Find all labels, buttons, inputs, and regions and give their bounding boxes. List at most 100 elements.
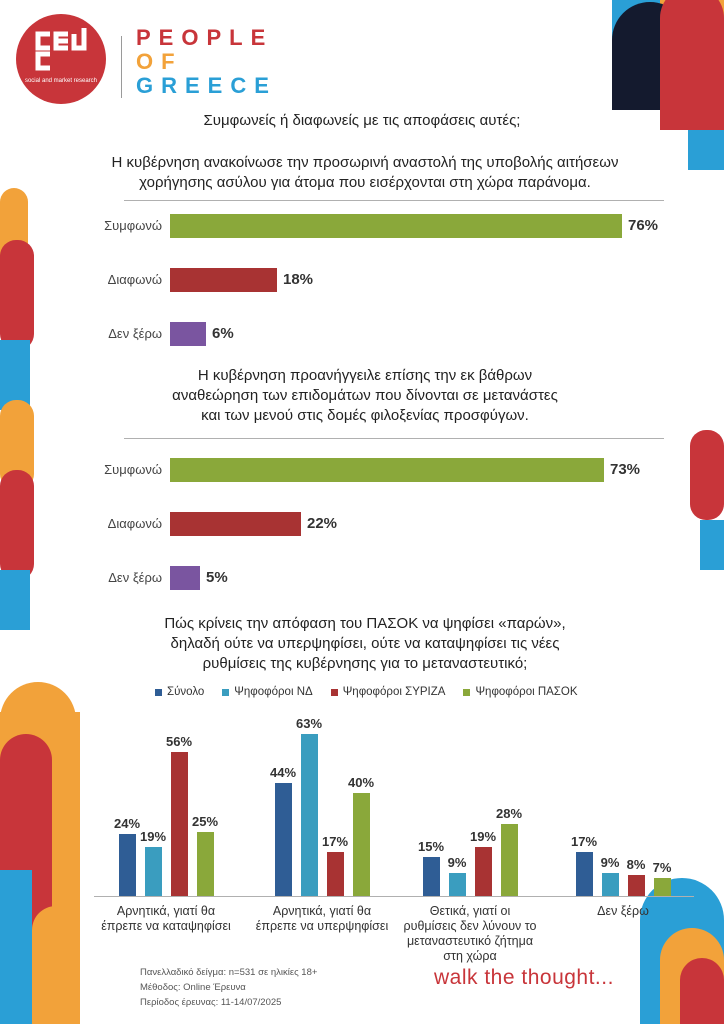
chart-3-value-label: 7% [652,860,672,875]
legend-swatch [463,688,471,696]
chart-2-category-label: Δεν ξέρω [108,570,162,585]
question-3-line-2: δηλαδή ούτε να υπερψηφίσει, ούτε να κατα… [170,635,560,652]
chart-3-baseline [94,896,694,897]
chart-3-value-label: 9% [600,855,620,870]
footer-period: Περίοδος έρευνας: 11-14/07/2025 [140,997,282,1008]
chart-3-value-label: 9% [447,855,467,870]
chart-3-category-line: ρυθμίσεις δεν λύνουν το [403,919,537,933]
legend-label: Ψηφοφόροι ΠΑΣΟΚ [475,686,578,698]
chart-1-bar [170,214,622,238]
chart-3-value-label: 56% [165,734,193,749]
question-1: Η κυβέρνηση ανακοίνωσε την προσωρινή ανα… [100,153,630,193]
chart-3-bar [627,875,645,896]
chart-3-value-label: 24% [113,816,141,831]
chart-3-category-line: Θετικά, γιατί οι [429,904,511,918]
logo-subtitle: social and market research [24,78,98,84]
question-3: Πώς κρίνεις την απόφαση του ΠΑΣΟΚ να ψηφ… [130,614,600,674]
chart-3-category-line: στη χώρα [443,949,497,963]
logo-badge [16,14,106,104]
chart-3-value-label: 17% [321,834,349,849]
chart-1-category-label: Διαφωνώ [107,272,162,287]
chart-2-bar [170,458,604,482]
chart-2-category-label: Διαφωνώ [107,516,162,531]
chart-3-bar [500,824,518,896]
question-2-line-1: Η κυβέρνηση προανήγγειλε επίσης την εκ β… [197,367,533,384]
legend-swatch [330,688,338,696]
chart-3-category-line: Δεν ξέρω [597,904,649,918]
chart-1-divider [124,200,664,201]
chart-3-category-label: Δεν ξέρω [551,904,695,919]
legend-label: Σύνολο [167,686,205,698]
chart-3-value-label: 17% [570,834,598,849]
chart-3-value-label: 15% [417,839,445,854]
chart-3-bar [326,852,344,896]
chart-3-category-line: Αρνητικά, γιατί θα [272,904,372,918]
legend-item: Ψηφοφόροι ΝΔ [222,686,313,698]
chart-1-category-label: Δεν ξέρω [108,326,162,341]
legend-label: Ψηφοφόροι ΣΥΡΙΖΑ [342,686,446,698]
legend-swatch [222,688,230,696]
question-3-line-3: ρυθμίσεις της κυβέρνησης για το μεταναστ… [202,655,528,672]
chart-3-value-label: 28% [495,806,523,821]
chart-3-value-label: 63% [295,716,323,731]
chart-2-divider [124,438,664,439]
chart-3-bar [274,783,292,896]
legend-item: Ψηφοφόροι ΠΑΣΟΚ [463,686,578,698]
chart-3-bar [474,847,492,896]
question-1-line-2: χορήγησης ασύλου για άτομα που εισέρχοντ… [139,174,591,191]
question-3-line-1: Πώς κρίνεις την απόφαση του ΠΑΣΟΚ να ψηφ… [164,615,566,632]
chart-3-bar [422,857,440,896]
chart-3-category-label: Αρνητικά, γιατί θα έπρεπε να υπερψηφίσει [250,904,394,934]
chart-1-value-label: 18% [283,271,314,288]
chart-3-value-label: 19% [469,829,497,844]
chart-1-bar [170,322,206,346]
brand-line-1: PEOPLE [136,25,274,50]
question-2-line-2: αναθεώρηση των επιδομάτων που δίνονται σ… [172,387,558,404]
chart-3-category-line: έπρεπε να καταψηφίσει [101,919,231,933]
tagline: walk the thought... [434,966,614,989]
chart-3-value-label: 44% [269,765,297,780]
chart-3-legend: Σύνολο Ψηφοφόροι ΝΔ Ψηφοφόροι ΣΥΡΙΖΑ Ψηφοφό… [155,686,578,698]
chart-3-bar [448,873,466,896]
chart-1-value-label: 76% [628,217,659,234]
question-2-line-3: και των μενού στις δομές φιλοξενίας προσ… [201,407,529,424]
question-2: Η κυβέρνηση προανήγγειλε επίσης την εκ β… [140,366,590,426]
header-divider [121,36,122,98]
footer-sample: Πανελλαδικό δείγμα: n=531 σε ηλικίες 18+ [140,967,318,978]
logo-mark-icon [35,28,87,71]
legend-item: Ψηφοφόροι ΣΥΡΙΖΑ [330,686,446,698]
chart-2-category-label: Συμφωνώ [104,462,162,477]
chart-3-bar [300,734,318,896]
chart-3-category-label: Θετικά, γιατί οι ρυθμίσεις δεν λύνουν το μ… [398,904,542,964]
brand-line-2: OF [136,49,183,74]
chart-3-bar [144,847,162,896]
chart-3-bar [601,873,619,896]
chart-3-bar [196,832,214,896]
question-1-line-1: Η κυβέρνηση ανακοίνωσε την προσωρινή ανα… [111,154,619,171]
footer-note: Πανελλαδικό δείγμα: n=531 σε ηλικίες 18+… [140,965,317,1010]
chart-3-bar [575,852,593,896]
brand-title: PEOPLE OF GREECE [136,26,277,98]
legend-label: Ψηφοφόροι ΝΔ [234,686,313,698]
chart-3-bar [118,834,136,896]
chart-3-category-line: Αρνητικά, γιατί θα [116,904,216,918]
brand-line-3: GREECE [136,73,277,98]
chart-2-value-label: 5% [206,569,228,586]
legend-swatch [155,688,162,696]
chart-3-value-label: 25% [191,814,219,829]
chart-3-category-line: έπρεπε να υπερψηφίσει [255,919,389,933]
chart-3-bar [352,793,370,896]
chart-1-value-label: 6% [212,325,234,342]
chart-2-bar [170,566,200,590]
chart-3-value-label: 8% [626,857,646,872]
chart-3-bar [653,878,671,896]
chart-2-bar [170,512,301,536]
chart-3-bar [170,752,188,896]
chart-3-category-label: Αρνητικά, γιατί θα έπρεπε να καταψηφίσει [94,904,238,934]
legend-item: Σύνολο [155,686,204,698]
main-question: Συμφωνείς ή διαφωνείς με τις αποφάσεις α… [203,112,521,129]
chart-3-value-label: 19% [139,829,167,844]
chart-2-value-label: 73% [610,461,641,478]
chart-1-category-label: Συμφωνώ [104,218,162,233]
footer-method: Μέθοδος: Online Έρευνα [140,982,246,993]
